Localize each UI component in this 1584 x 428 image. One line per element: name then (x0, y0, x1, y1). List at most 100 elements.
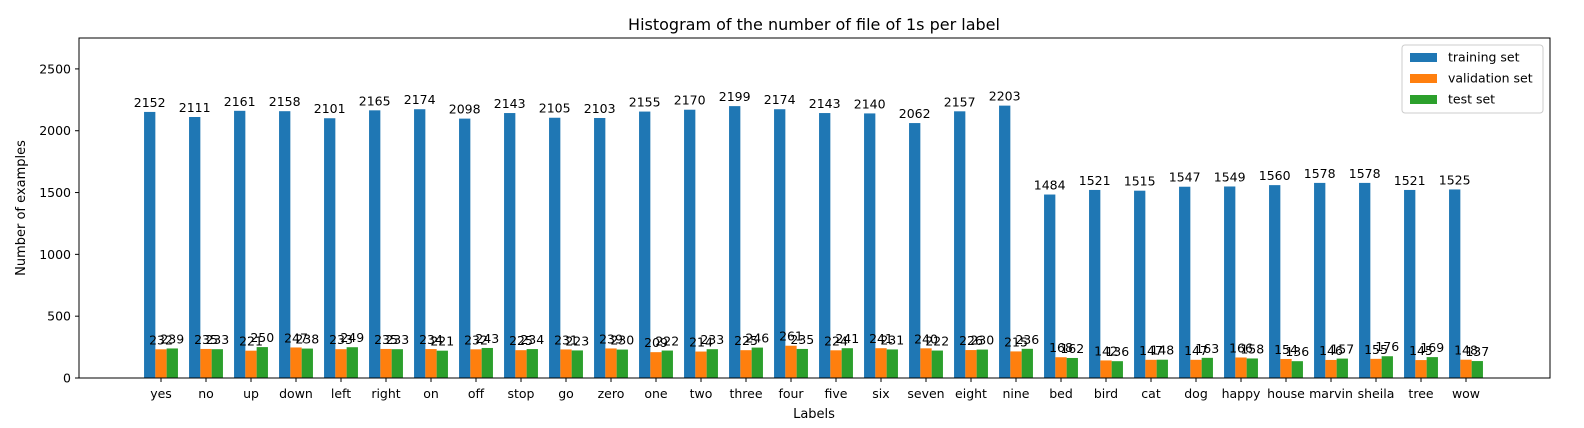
y-axis-label: Number of examples (14, 140, 29, 276)
bar-test-set-three (751, 347, 763, 378)
x-tick-label: off (468, 386, 485, 401)
data-label: 2174 (764, 92, 796, 107)
legend-entry: training set (1448, 50, 1520, 65)
data-label: 162 (1060, 341, 1084, 356)
x-tick-label: on (423, 386, 439, 401)
bar-validation-set-five (830, 350, 842, 378)
data-label: 235 (194, 332, 218, 347)
x-tick-label: right (371, 386, 400, 401)
bar-training-set-no (189, 117, 201, 379)
bar-training-set-four (774, 109, 786, 379)
bar-validation-set-one (650, 352, 662, 378)
bar-training-set-cat (1134, 190, 1146, 378)
data-label: 233 (385, 332, 409, 347)
y-tick-label: 1500 (39, 185, 71, 200)
data-label: 157 (1330, 342, 1354, 357)
bar-training-set-dog (1179, 186, 1191, 378)
data-label: 155 (1364, 342, 1388, 357)
x-tick-label: yes (150, 386, 172, 401)
bar-validation-set-zero (605, 348, 617, 378)
data-label: 234 (520, 332, 544, 347)
bar-test-set-dog (1201, 357, 1213, 378)
data-label: 236 (1015, 332, 1039, 347)
bar-test-set-seven (931, 350, 943, 378)
bar-test-set-go (571, 350, 583, 378)
x-tick-label: house (1267, 386, 1305, 401)
bar-training-set-stop (504, 113, 516, 378)
x-tick-label: zero (598, 386, 625, 401)
bar-test-set-one (661, 350, 673, 378)
data-label: 235 (374, 332, 398, 347)
data-label: 261 (779, 329, 803, 344)
data-label: 2203 (989, 89, 1021, 104)
x-tick-label: three (729, 386, 762, 401)
legend-box (1401, 44, 1544, 114)
bar-validation-set-nine (1010, 351, 1022, 378)
data-label: 2105 (539, 101, 571, 116)
data-label: 2103 (584, 101, 616, 116)
data-label: 241 (835, 331, 859, 346)
data-label: 238 (295, 332, 319, 347)
data-label: 166 (1229, 340, 1253, 355)
data-label: 2157 (944, 94, 976, 109)
data-label: 250 (250, 330, 274, 345)
bar-test-set-cat (1156, 359, 1168, 378)
y-tick-label: 500 (47, 309, 71, 324)
x-tick-label: nine (1002, 386, 1029, 401)
data-label: 225 (509, 333, 533, 348)
x-tick-label: bed (1049, 386, 1073, 401)
data-label: 209 (644, 335, 668, 350)
data-label: 176 (1375, 339, 1399, 354)
bar-test-set-five (841, 348, 853, 378)
data-label: 145 (1409, 343, 1433, 358)
legend: training set validation set test set (1401, 44, 1544, 114)
bar-test-set-eight (976, 349, 988, 378)
bar-test-set-six (886, 349, 898, 378)
x-axis-ticks: yes no up down left right on off stop go zero one tw… (150, 378, 1480, 401)
data-label: 1515 (1124, 174, 1156, 189)
data-label: 2174 (404, 92, 436, 107)
data-label: 163 (1195, 341, 1219, 356)
x-tick-label: up (243, 386, 259, 401)
bar-training-set-house (1269, 185, 1281, 378)
bar-test-set-two (706, 349, 718, 378)
legend-entry: validation set (1448, 71, 1533, 86)
data-label: 214 (689, 335, 713, 350)
bar-validation-set-seven (920, 348, 932, 378)
legend-swatch (1410, 53, 1437, 62)
data-label: 142 (1094, 343, 1118, 358)
bar-validation-set-eight (965, 350, 977, 378)
bar-training-set-seven (909, 123, 921, 378)
x-tick-label: happy (1222, 386, 1261, 401)
bar-validation-set-dog (1190, 359, 1202, 378)
data-label: 147 (1184, 343, 1208, 358)
y-tick-label: 2000 (39, 123, 71, 138)
bar-training-set-nine (999, 105, 1011, 378)
bar-training-set-two (684, 109, 696, 378)
bar-training-set-yes (144, 111, 156, 379)
data-label: 1521 (1079, 173, 1111, 188)
bar-training-set-zero (594, 117, 606, 378)
bar-training-set-off (459, 118, 471, 379)
bar-validation-set-wow (1460, 359, 1472, 378)
bar-training-set-go (549, 117, 561, 378)
bar-training-set-bird (1089, 189, 1101, 378)
bar-validation-set-house (1280, 358, 1292, 378)
bar-test-set-sheila (1381, 356, 1393, 378)
x-tick-label: one (644, 386, 668, 401)
legend-entry: test set (1448, 92, 1495, 107)
data-label: 234 (419, 332, 443, 347)
x-tick-label: eight (955, 386, 987, 401)
x-tick-label: go (558, 386, 574, 401)
data-label: 233 (205, 332, 229, 347)
data-label: 222 (925, 334, 949, 349)
y-tick-label: 1000 (39, 247, 71, 262)
data-label: 226 (959, 333, 983, 348)
data-label: 246 (745, 331, 769, 346)
data-label: 148 (1454, 343, 1478, 358)
bar-training-set-on (414, 109, 426, 379)
data-label: 1484 (1034, 178, 1066, 193)
bar-validation-set-down (290, 347, 302, 378)
y-axis-ticks: 0 500 1000 1500 2000 2500 (39, 61, 79, 386)
